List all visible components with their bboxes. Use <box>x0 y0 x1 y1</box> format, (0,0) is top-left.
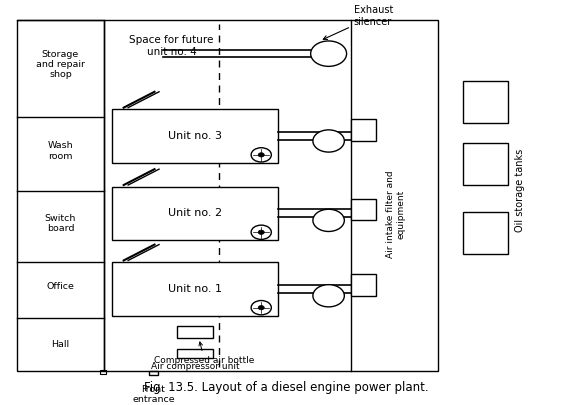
Text: Exhaust
silencer: Exhaust silencer <box>323 6 393 39</box>
Circle shape <box>251 148 272 162</box>
Text: Hall: Hall <box>52 340 69 349</box>
Circle shape <box>313 130 344 152</box>
Bar <box>464 143 508 185</box>
Text: Air intake filter and
equipment: Air intake filter and equipment <box>386 171 406 258</box>
Bar <box>177 349 214 358</box>
Text: Front
entrance: Front entrance <box>132 385 175 405</box>
Bar <box>112 109 278 163</box>
Text: Unit no. 1: Unit no. 1 <box>168 284 222 294</box>
Circle shape <box>251 301 272 315</box>
Text: Storage
and repair
shop: Storage and repair shop <box>36 50 85 79</box>
Circle shape <box>311 41 347 66</box>
Text: Fig. 13.5. Layout of a diesel engine power plant.: Fig. 13.5. Layout of a diesel engine pow… <box>144 381 429 394</box>
Text: Switch
board: Switch board <box>45 213 76 233</box>
Text: Compressed air bottle: Compressed air bottle <box>154 342 255 365</box>
Bar <box>351 119 376 141</box>
Circle shape <box>258 153 264 157</box>
Text: Wash
room: Wash room <box>48 141 73 161</box>
Bar <box>17 20 104 371</box>
Bar <box>177 326 214 338</box>
Bar <box>351 198 376 220</box>
Text: Oil storage tanks: Oil storage tanks <box>515 149 524 232</box>
Circle shape <box>313 209 344 232</box>
Text: Air compressor unit: Air compressor unit <box>151 362 240 371</box>
Bar <box>351 274 376 296</box>
Bar <box>464 81 508 123</box>
Bar <box>112 187 278 240</box>
Text: Office: Office <box>46 282 74 291</box>
Text: Unit no. 3: Unit no. 3 <box>168 131 222 141</box>
Text: Unit no. 2: Unit no. 2 <box>168 209 222 218</box>
Bar <box>112 262 278 315</box>
Circle shape <box>251 225 272 239</box>
Text: Space for future
unit no. 4: Space for future unit no. 4 <box>129 35 214 57</box>
Bar <box>104 20 438 371</box>
Bar <box>149 371 158 375</box>
Bar <box>464 212 508 254</box>
Circle shape <box>258 230 264 234</box>
Circle shape <box>313 285 344 307</box>
Bar <box>100 370 105 373</box>
Circle shape <box>258 305 264 310</box>
